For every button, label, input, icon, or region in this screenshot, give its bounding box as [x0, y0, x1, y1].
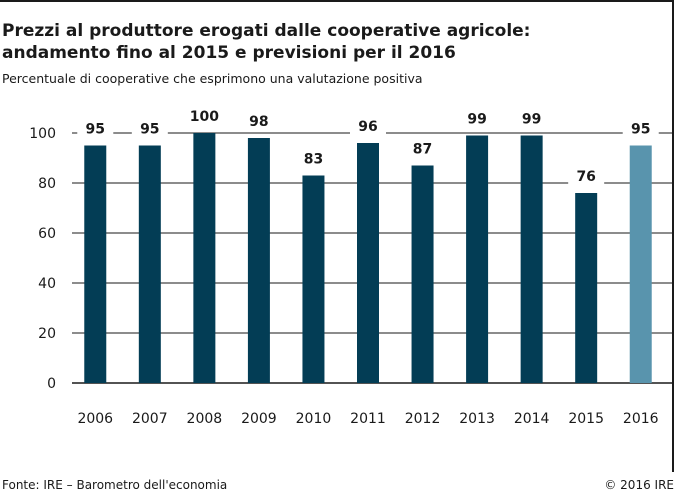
bar-chart: 0 20 40 60 80 100 95 2006 95 2007 100 2008 98 2009 83 2…: [29, 104, 672, 427]
bar-2014: [520, 135, 543, 383]
value-label-2016: 95: [631, 122, 650, 138]
x-tick-label-2007: 2007: [132, 411, 168, 427]
value-label-2012: 87: [413, 142, 432, 158]
value-label-2015: 76: [576, 169, 595, 185]
source-note: Fonte: IRE – Barometro dell'economia: [2, 478, 228, 492]
value-label-2008: 100: [190, 109, 219, 125]
value-label-bg: [622, 116, 659, 139]
value-label-bg: [295, 146, 332, 169]
value-label-bg: [459, 106, 496, 129]
bar-2013: [466, 135, 489, 383]
value-label-bg: [186, 104, 223, 126]
value-label-2014: 99: [522, 112, 541, 128]
chart-subtitle: Percentuale di cooperative che esprimono…: [2, 71, 423, 86]
value-label-bg: [404, 136, 441, 159]
x-tick-label-2006: 2006: [77, 411, 113, 427]
bar-2007: [138, 145, 161, 383]
bar-2009: [247, 138, 270, 383]
value-label-2013: 99: [467, 112, 486, 128]
y-tick-label: 80: [38, 176, 56, 192]
bar-2010: [302, 175, 325, 383]
chart-frame: [0, 0, 674, 472]
bar-2008: [193, 133, 216, 383]
bar-2012: [411, 165, 434, 383]
value-label-bg: [513, 106, 550, 129]
value-label-2009: 98: [249, 114, 268, 130]
bar-2016: [629, 145, 652, 383]
value-label-bg: [77, 116, 114, 139]
x-tick-label-2015: 2015: [568, 411, 604, 427]
x-tick-label-2016: 2016: [623, 411, 659, 427]
value-label-2007: 95: [140, 122, 159, 138]
chart-title: Prezzi al produttore erogati dalle coope…: [2, 20, 530, 64]
x-tick-label-2012: 2012: [405, 411, 441, 427]
bar-2011: [357, 143, 379, 383]
y-tick-label: 20: [38, 326, 56, 342]
y-tick-label: 40: [38, 276, 56, 292]
bar-2006: [84, 145, 107, 383]
value-label-bg: [350, 114, 386, 136]
value-label-2011: 96: [358, 119, 377, 135]
x-tick-label-2013: 2013: [459, 411, 495, 427]
value-label-bg: [131, 116, 168, 139]
value-label-2006: 95: [86, 122, 105, 138]
x-tick-label-2008: 2008: [187, 411, 223, 427]
x-tick-label-2009: 2009: [241, 411, 277, 427]
y-tick-label: 100: [29, 126, 56, 142]
x-tick-label-2011: 2011: [350, 411, 386, 427]
title-line-1: Prezzi al produttore erogati dalle coope…: [2, 21, 531, 41]
x-tick-label-2010: 2010: [296, 411, 332, 427]
y-tick-label: 60: [38, 226, 56, 242]
value-label-bg: [240, 109, 277, 131]
y-tick-label: 0: [47, 376, 56, 392]
value-label-2010: 83: [304, 152, 323, 168]
bar-2015: [575, 193, 598, 383]
copyright-note: © 2016 IRE: [604, 478, 674, 492]
value-label-bg: [568, 164, 605, 186]
title-line-2: andamento fino al 2015 e previsioni per …: [2, 43, 456, 63]
x-tick-label-2014: 2014: [514, 411, 550, 427]
